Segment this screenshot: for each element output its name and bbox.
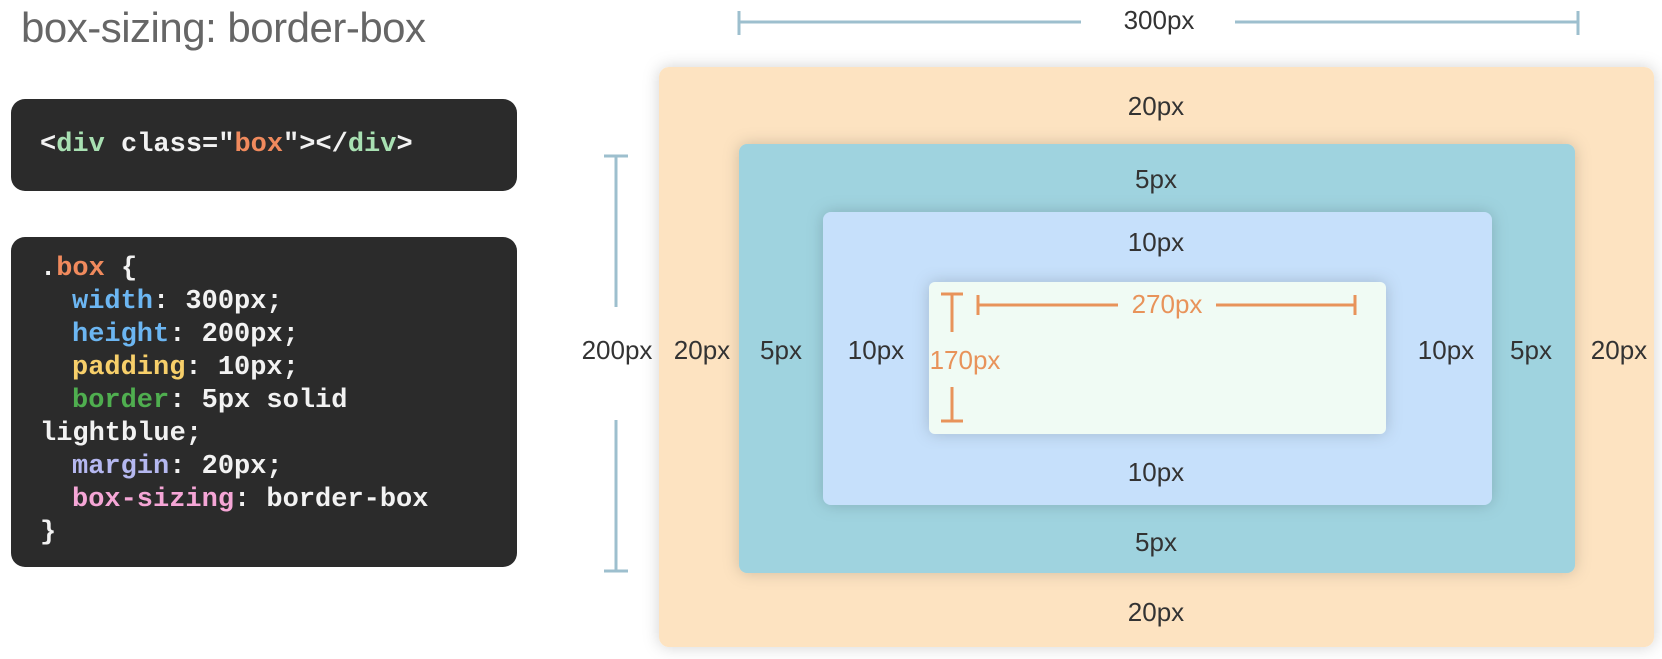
code-line: } <box>40 517 517 550</box>
margin-label: 20px <box>1591 335 1647 365</box>
width-ruler <box>737 11 1580 35</box>
code-line: lightblue; <box>40 418 517 451</box>
code-token: : 300px; <box>153 287 283 317</box>
code-token: : 5px solid <box>169 386 348 416</box>
code-token: margin <box>72 452 170 482</box>
code-token: box <box>234 130 284 160</box>
code-token: div <box>347 130 397 160</box>
content-height-label: 170px <box>930 345 1001 375</box>
height-label: 200px <box>582 335 653 365</box>
height-ruler <box>604 154 628 573</box>
code-token: width <box>72 287 154 317</box>
code-token: padding <box>72 353 186 383</box>
padding-label: 10px <box>1418 335 1474 365</box>
margin-label: 20px <box>674 335 730 365</box>
code-token: . <box>40 254 57 284</box>
content-width-label: 270px <box>1132 289 1203 319</box>
code-token: box <box>56 254 105 284</box>
css-code-block: .box { width: 300px; height: 200px; padd… <box>11 237 517 567</box>
html-code-block: <div class="box"></div> <box>11 99 517 191</box>
title: box-sizing: border-box <box>21 4 426 51</box>
padding-label: 10px <box>848 335 904 365</box>
code-token: border <box>72 386 170 416</box>
code-token: lightblue; <box>40 419 203 449</box>
code-line: margin: 20px; <box>40 451 517 484</box>
code-token: div <box>56 130 105 160</box>
code-token: : 200px; <box>169 320 299 350</box>
border-label: 5px <box>1135 164 1177 194</box>
padding-label: 10px <box>1128 227 1184 257</box>
code-token: height <box>72 320 170 350</box>
code-token: "></ <box>283 130 348 160</box>
border-label: 5px <box>760 335 802 365</box>
margin-label: 20px <box>1128 91 1184 121</box>
code-token: { <box>104 254 138 284</box>
padding-label: 10px <box>1128 457 1184 487</box>
margin-label: 20px <box>1128 597 1184 627</box>
code-token: : 10px; <box>185 353 299 383</box>
code-line: width: 300px; <box>40 286 517 319</box>
code-token: > <box>396 130 413 160</box>
code-token: < <box>40 130 57 160</box>
code-line: padding: 10px; <box>40 352 517 385</box>
width-label: 300px <box>1124 5 1195 35</box>
code-line: .box { <box>40 253 517 286</box>
code-line: box-sizing: border-box <box>40 484 517 517</box>
code-token: box-sizing <box>72 485 235 515</box>
content-rulers <box>941 292 1357 423</box>
border-label: 5px <box>1135 527 1177 557</box>
content-box <box>929 282 1386 434</box>
code-token: : 20px; <box>169 452 283 482</box>
code-line: height: 200px; <box>40 319 517 352</box>
code-token: } <box>40 518 57 548</box>
code-token: : border-box <box>234 485 429 515</box>
code-line: border: 5px solid <box>40 385 517 418</box>
code-token: class=" <box>104 130 235 160</box>
border-label: 5px <box>1510 335 1552 365</box>
